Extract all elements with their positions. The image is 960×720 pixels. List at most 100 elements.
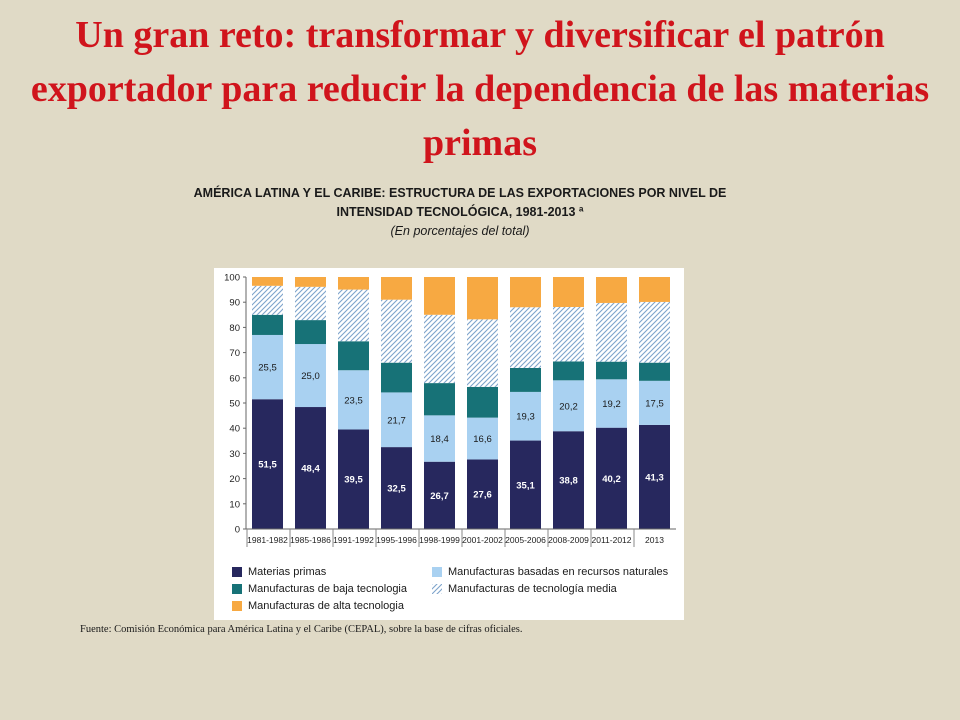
bar-segment [553, 306, 584, 362]
data-label: 25,0 [301, 371, 320, 382]
x-tick-label: 1985-1986 [290, 535, 331, 545]
y-tick-label: 10 [229, 499, 240, 510]
legend-swatch [232, 584, 242, 594]
bar-segment [467, 386, 498, 418]
data-label: 16,6 [473, 434, 492, 445]
data-label: 19,2 [602, 399, 621, 410]
bar-segment [381, 362, 412, 393]
data-label: 26,7 [430, 491, 449, 502]
legend-label: Manufacturas de baja tecnologia [248, 583, 407, 595]
chart-subtitle: (En porcentajes del total) [390, 224, 530, 238]
bar-segment [510, 391, 541, 441]
bar-segment [639, 301, 670, 363]
bar-segment [467, 319, 498, 387]
x-axis: 1981-1982 1985-1986 1991-1992 1995-1996 1998… [246, 528, 676, 547]
bar-segment [295, 344, 326, 408]
data-label: 51,5 [258, 460, 277, 471]
y-tick-label: 80 [229, 323, 240, 334]
y-tick-label: 0 [235, 525, 240, 536]
data-label: 17,5 [645, 398, 664, 409]
bar-segment [510, 277, 541, 308]
data-label: 48,4 [301, 464, 320, 475]
data-label: 39,5 [344, 475, 363, 486]
bar-segment [381, 277, 412, 300]
data-label: 41,3 [645, 472, 664, 483]
data-label: 19,3 [516, 412, 535, 423]
y-tick-label: 70 [229, 348, 240, 359]
legend-item-alta-tecnologia: Manufacturas de alta tecnologia [232, 600, 404, 612]
bar-segment [424, 277, 455, 315]
bar-segment [252, 399, 283, 529]
bar-segment [381, 392, 412, 448]
bar-segment [467, 277, 498, 320]
chart-title: AMÉRICA LATINA Y EL CARIBE: ESTRUCTURA D… [193, 186, 727, 219]
legend-label: Manufacturas basadas en recursos natural… [448, 566, 669, 578]
data-label: 38,8 [559, 476, 578, 487]
y-tick-label: 50 [229, 399, 240, 410]
bar-segment [295, 286, 326, 321]
x-tick-label: 1991-1992 [333, 535, 374, 545]
stacked-bar-chart: 0 10 20 30 40 50 60 70 80 90 100 51,5 25,5 48,4 25,0 3… [224, 273, 676, 547]
legend-swatch [232, 601, 242, 611]
bar-segment [338, 370, 369, 430]
legend-swatch [232, 567, 242, 577]
bar-segment [596, 427, 627, 529]
bar-segment [424, 314, 455, 384]
bar-segment [553, 380, 584, 432]
y-axis: 0 10 20 30 40 50 60 70 80 90 100 [224, 273, 247, 536]
bars: 51,5 25,5 48,4 25,0 39,5 23,5 32,5 21,7 26,7 18,4… [252, 277, 670, 529]
bar-segment [553, 277, 584, 307]
chart-heading: AMÉRICA LATINA Y EL CARIBE: ESTRUCTURA D… [180, 184, 740, 241]
x-tick-label: 1981-1982 [247, 535, 288, 545]
bar-segment [639, 277, 670, 302]
legend-item-baja-tecnologia: Manufacturas de baja tecnologia [232, 583, 407, 595]
bar-segment [295, 407, 326, 529]
bar-segment [639, 380, 670, 425]
bar-segment [639, 424, 670, 529]
legend-label: Manufacturas de alta tecnologia [248, 600, 404, 612]
bar-segment [338, 341, 369, 371]
bar-segment [596, 302, 627, 362]
x-tick-label: 2013 [645, 535, 664, 545]
x-tick-label: 2011-2012 [591, 535, 631, 545]
bar-segment [424, 461, 455, 529]
data-label: 32,5 [387, 484, 406, 495]
y-tick-label: 100 [224, 273, 240, 284]
legend-swatch [432, 567, 442, 577]
legend-item-recursos-naturales: Manufacturas basadas en recursos natural… [432, 566, 668, 578]
bar-segment [510, 440, 541, 529]
data-label: 21,7 [387, 415, 406, 426]
slide-title: Un gran reto: transformar y diversificar… [30, 14, 930, 164]
y-tick-label: 60 [229, 373, 240, 384]
legend-label: Manufacturas de tecnología media [448, 583, 617, 595]
bar-segment [252, 277, 283, 286]
bar-segment [295, 277, 326, 287]
bar-segment [252, 334, 283, 400]
legend-label: Materias primas [248, 566, 327, 578]
data-label: 20,2 [559, 401, 578, 412]
y-tick-label: 90 [229, 298, 240, 309]
bar-segment [596, 379, 627, 428]
bar-segment [510, 307, 541, 368]
y-tick-label: 40 [229, 424, 240, 435]
bar-segment [338, 429, 369, 529]
data-label: 35,1 [516, 480, 535, 491]
legend-item-tecnologia-media: Manufacturas de tecnología media [432, 583, 617, 595]
legend-item-materias-primas: Materias primas [232, 566, 326, 578]
bar-segment [381, 447, 412, 529]
bar-segment [467, 459, 498, 529]
data-label: 27,6 [473, 490, 492, 501]
chart-panel: 0 10 20 30 40 50 60 70 80 90 100 51,5 25,5 48,4 25,0 3… [214, 268, 684, 620]
bar-segment [424, 383, 455, 416]
x-tick-label: 1995-1996 [376, 535, 417, 545]
y-tick-label: 30 [229, 449, 240, 460]
bar-segment [639, 362, 670, 381]
legend-swatch [432, 584, 442, 594]
x-tick-label: 2005-2006 [505, 535, 546, 545]
bar-segment [338, 277, 369, 290]
data-label: 25,5 [258, 363, 277, 374]
bar-segment [252, 314, 283, 335]
data-label: 40,2 [602, 474, 621, 485]
x-tick-label: 2008-2009 [548, 535, 589, 545]
source-note: Fuente: Comisión Económica para América … [80, 624, 523, 635]
